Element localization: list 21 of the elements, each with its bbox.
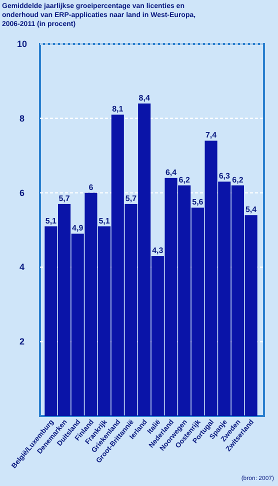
data-label: 5,1 [98, 216, 110, 226]
y-tick-label: 6 [19, 188, 25, 198]
data-label: 5,7 [58, 194, 70, 203]
data-label: 4,9 [72, 224, 84, 233]
y-tick-label: 2 [19, 336, 25, 347]
y-tick-label: 4 [19, 262, 25, 272]
data-label: 4,3 [152, 246, 164, 256]
data-label: 6,3 [218, 172, 230, 181]
data-label: 6,2 [232, 175, 244, 184]
data-label: 6,4 [165, 168, 178, 177]
data-label: 5,1 [45, 216, 58, 226]
data-label: 8,4 [138, 94, 150, 103]
data-label: 7,4 [205, 130, 218, 140]
data-label: 5,6 [192, 198, 204, 207]
data-label: 6,2 [178, 175, 190, 184]
data-label: 5,7 [125, 194, 138, 203]
y-tick-label: 8 [19, 113, 25, 124]
data-label: 5,4 [246, 205, 258, 214]
data-label: 8,1 [112, 104, 124, 114]
y-tick-label: 10 [16, 39, 28, 49]
data-label: 6 [88, 182, 94, 192]
